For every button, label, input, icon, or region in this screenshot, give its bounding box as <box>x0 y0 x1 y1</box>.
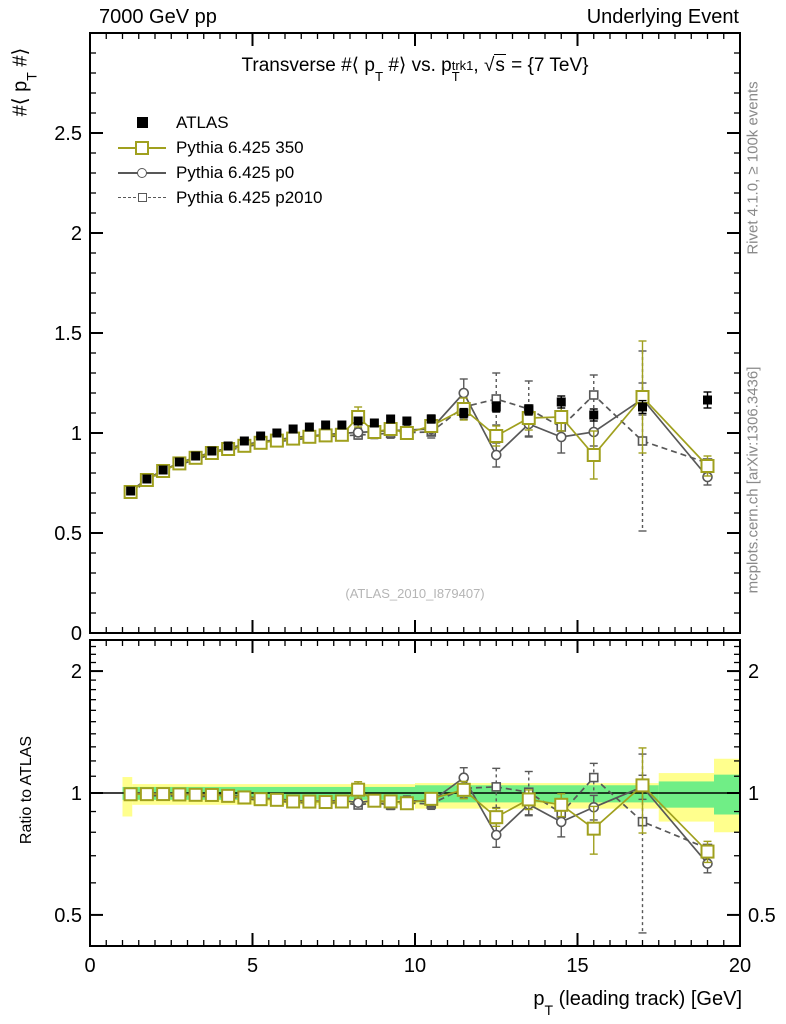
analysis-id-watermark: (ATLAS_2010_I879407) <box>345 586 485 601</box>
pythia-p2010-dashed-square-marker-icon <box>118 190 166 206</box>
ratio-tick-label-left: 1 <box>71 783 82 805</box>
pythia-p0-open-circle-marker-icon <box>118 165 166 181</box>
series-pythia-p0-top <box>125 378 713 497</box>
top-panel-frame: 0 0.5 1 1.5 2 2.5 <box>54 32 741 645</box>
series-pythia-p2010-ratio <box>125 753 713 934</box>
uncertainty-band-green <box>658 781 714 808</box>
ratio-tick-label-left: 0.5 <box>54 905 82 927</box>
legend: ATLAS Pythia 6.425 350 Pythia 6.425 p0 P… <box>118 110 323 210</box>
pythia-350-open-square-marker-icon <box>118 140 166 156</box>
y-axis-title-top: #⟨ pT #⟩ <box>9 47 40 117</box>
y-tick-label-top: 2 <box>71 223 82 245</box>
legend-item-pythia-350: Pythia 6.425 350 <box>118 135 323 160</box>
series-pythia-350-top <box>123 340 715 499</box>
y-tick-label-top: 1.5 <box>54 323 82 345</box>
header-beam-info: 7000 GeV pp <box>99 6 217 28</box>
y-tick-label-top: 1 <box>71 423 82 445</box>
x-tick-label: 10 <box>404 955 426 977</box>
x-tick-label: 0 <box>84 955 95 977</box>
top-panel-data <box>123 340 715 532</box>
series-atlas-top <box>126 391 712 496</box>
mcplots-arxiv-note: mcplots.cern.ch [arXiv:1306.3436] <box>744 366 762 594</box>
y-tick-label-top: 0 <box>71 623 82 645</box>
ratio-panel-frame: 0.5 0.51 12 20 5 10 15 20 <box>54 639 776 977</box>
x-tick-label: 20 <box>729 955 751 977</box>
y-axis-title-ratio: Ratio to ATLAS <box>18 735 35 845</box>
rivet-version-note: Rivet 4.1.0, ≥ 100k events <box>744 81 762 255</box>
series-pythia-p2010-top <box>125 350 713 532</box>
ratio-tick-label-left: 2 <box>71 661 82 683</box>
ratio-tick-label-right: 0.5 <box>748 905 776 927</box>
legend-item-atlas: ATLAS <box>118 110 323 135</box>
header-analysis-group: Underlying Event <box>586 6 739 28</box>
atlas-filled-square-marker-icon <box>118 115 166 131</box>
y-tick-label-top: 2.5 <box>54 123 82 145</box>
ratio-tick-label-right: 2 <box>748 661 759 683</box>
sqrt-symbol: √ <box>483 55 495 76</box>
ratio-tick-label-right: 1 <box>748 783 759 805</box>
x-axis-title: pT (leading track) [GeV] <box>533 988 742 1019</box>
series-pythia-350-ratio <box>123 747 715 864</box>
panel-title: Transverse #⟨ pT #⟩ vs. p trk1 T, √s = {7 … <box>241 54 589 85</box>
uncertainty-band-green <box>714 774 740 815</box>
x-tick-label: 15 <box>566 955 588 977</box>
x-tick-label: 5 <box>247 955 258 977</box>
legend-item-pythia-p0: Pythia 6.425 p0 <box>118 160 323 185</box>
legend-item-pythia-p2010: Pythia 6.425 p2010 <box>118 185 323 210</box>
y-tick-label-top: 0.5 <box>54 523 82 545</box>
ratio-panel-data <box>90 747 740 934</box>
